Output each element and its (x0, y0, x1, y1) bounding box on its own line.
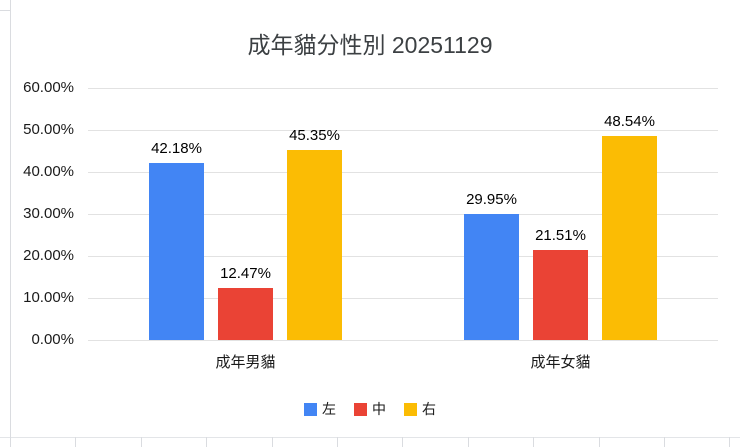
sheet-grid-column-tick (402, 437, 404, 447)
legend-swatch-icon (304, 402, 317, 416)
bar-series-中[interactable] (218, 287, 273, 340)
bar-series-中[interactable] (533, 249, 588, 340)
bar-value-label: 29.95% (466, 191, 517, 209)
x-axis: 成年男貓 成年女貓 (88, 351, 718, 372)
gridline (88, 130, 718, 131)
legend-item-中[interactable]: 中 (354, 399, 386, 419)
y-axis-tick-label: 0.00% (31, 331, 74, 348)
gridline (88, 88, 718, 89)
sheet-grid-column-tick (140, 437, 142, 447)
bar-slot: 48.54% (602, 88, 657, 340)
bar-series-左[interactable] (464, 214, 519, 340)
bar-value-label: 21.51% (535, 226, 586, 244)
bar-slot: 42.18% (149, 88, 204, 340)
plot-area[interactable]: 42.18% 12.47% 45.35% 29.95% 21.51% 48.54% (88, 88, 718, 341)
sheet-grid-column-tick (271, 437, 273, 447)
legend-swatch-icon (354, 402, 367, 416)
sheet-grid-column-tick (467, 437, 469, 447)
gridline (88, 340, 718, 341)
sheet-grid-column-tick (75, 437, 77, 447)
gridline (88, 298, 718, 299)
y-axis-tick-label: 50.00% (23, 121, 74, 138)
sheet-grid-column-tick (337, 437, 338, 447)
x-axis-category-label: 成年女貓 (530, 354, 591, 371)
sheet-grid-column-tick (533, 437, 535, 447)
legend-label: 左 (322, 401, 336, 417)
y-axis: 0.00% 10.00% 20.00% 30.00% 40.00% 50.00% 60.00… (0, 79, 80, 348)
bar-series-左[interactable] (149, 162, 204, 340)
gridline (88, 214, 718, 215)
sheet-grid-column-tick (729, 437, 731, 447)
legend: 左中右 (0, 399, 740, 419)
bar-value-label: 42.18% (151, 139, 202, 157)
legend-label: 中 (372, 401, 386, 417)
sheet-grid-column-tick (206, 437, 208, 447)
bar-value-label: 12.47% (220, 264, 271, 282)
sheet-grid-column-tick (598, 437, 600, 447)
legend-item-右[interactable]: 右 (404, 399, 436, 419)
bar-groups: 42.18% 12.47% 45.35% 29.95% 21.51% 48.54% (88, 88, 718, 340)
bar-group-1: 42.18% 12.47% 45.35% (88, 88, 403, 340)
sheet-grid-bottom-line (0, 437, 740, 438)
legend-item-左[interactable]: 左 (304, 399, 336, 419)
y-axis-tick-label: 60.00% (23, 79, 74, 96)
bar-value-label: 45.35% (289, 126, 340, 144)
gridline (88, 172, 718, 173)
y-axis-tick-label: 20.00% (23, 247, 74, 264)
sheet-grid-left-line (10, 0, 11, 447)
bar-slot: 29.95% (464, 88, 519, 340)
bar-slot: 45.35% (287, 88, 342, 340)
x-axis-category-label: 成年男貓 (215, 354, 276, 371)
bar-group-2: 29.95% 21.51% 48.54% (403, 88, 718, 340)
gridline (88, 256, 718, 257)
sheet-grid-row-tick (0, 10, 10, 11)
y-axis-tick-label: 30.00% (23, 205, 74, 222)
sheet-grid-column-tick (10, 437, 11, 447)
legend-label: 右 (422, 401, 436, 417)
y-axis-tick-label: 40.00% (23, 163, 74, 180)
bar-series-右[interactable] (287, 149, 342, 340)
y-axis-tick-label: 10.00% (23, 289, 74, 306)
bar-slot: 12.47% (218, 88, 273, 340)
bar-value-label: 48.54% (604, 113, 655, 131)
chart-title: 成年貓分性別 20251129 (247, 32, 493, 58)
legend-swatch-icon (404, 402, 417, 416)
bar-series-右[interactable] (602, 136, 657, 340)
sheet-grid-column-tick (664, 437, 665, 447)
bar-slot: 21.51% (533, 88, 588, 340)
